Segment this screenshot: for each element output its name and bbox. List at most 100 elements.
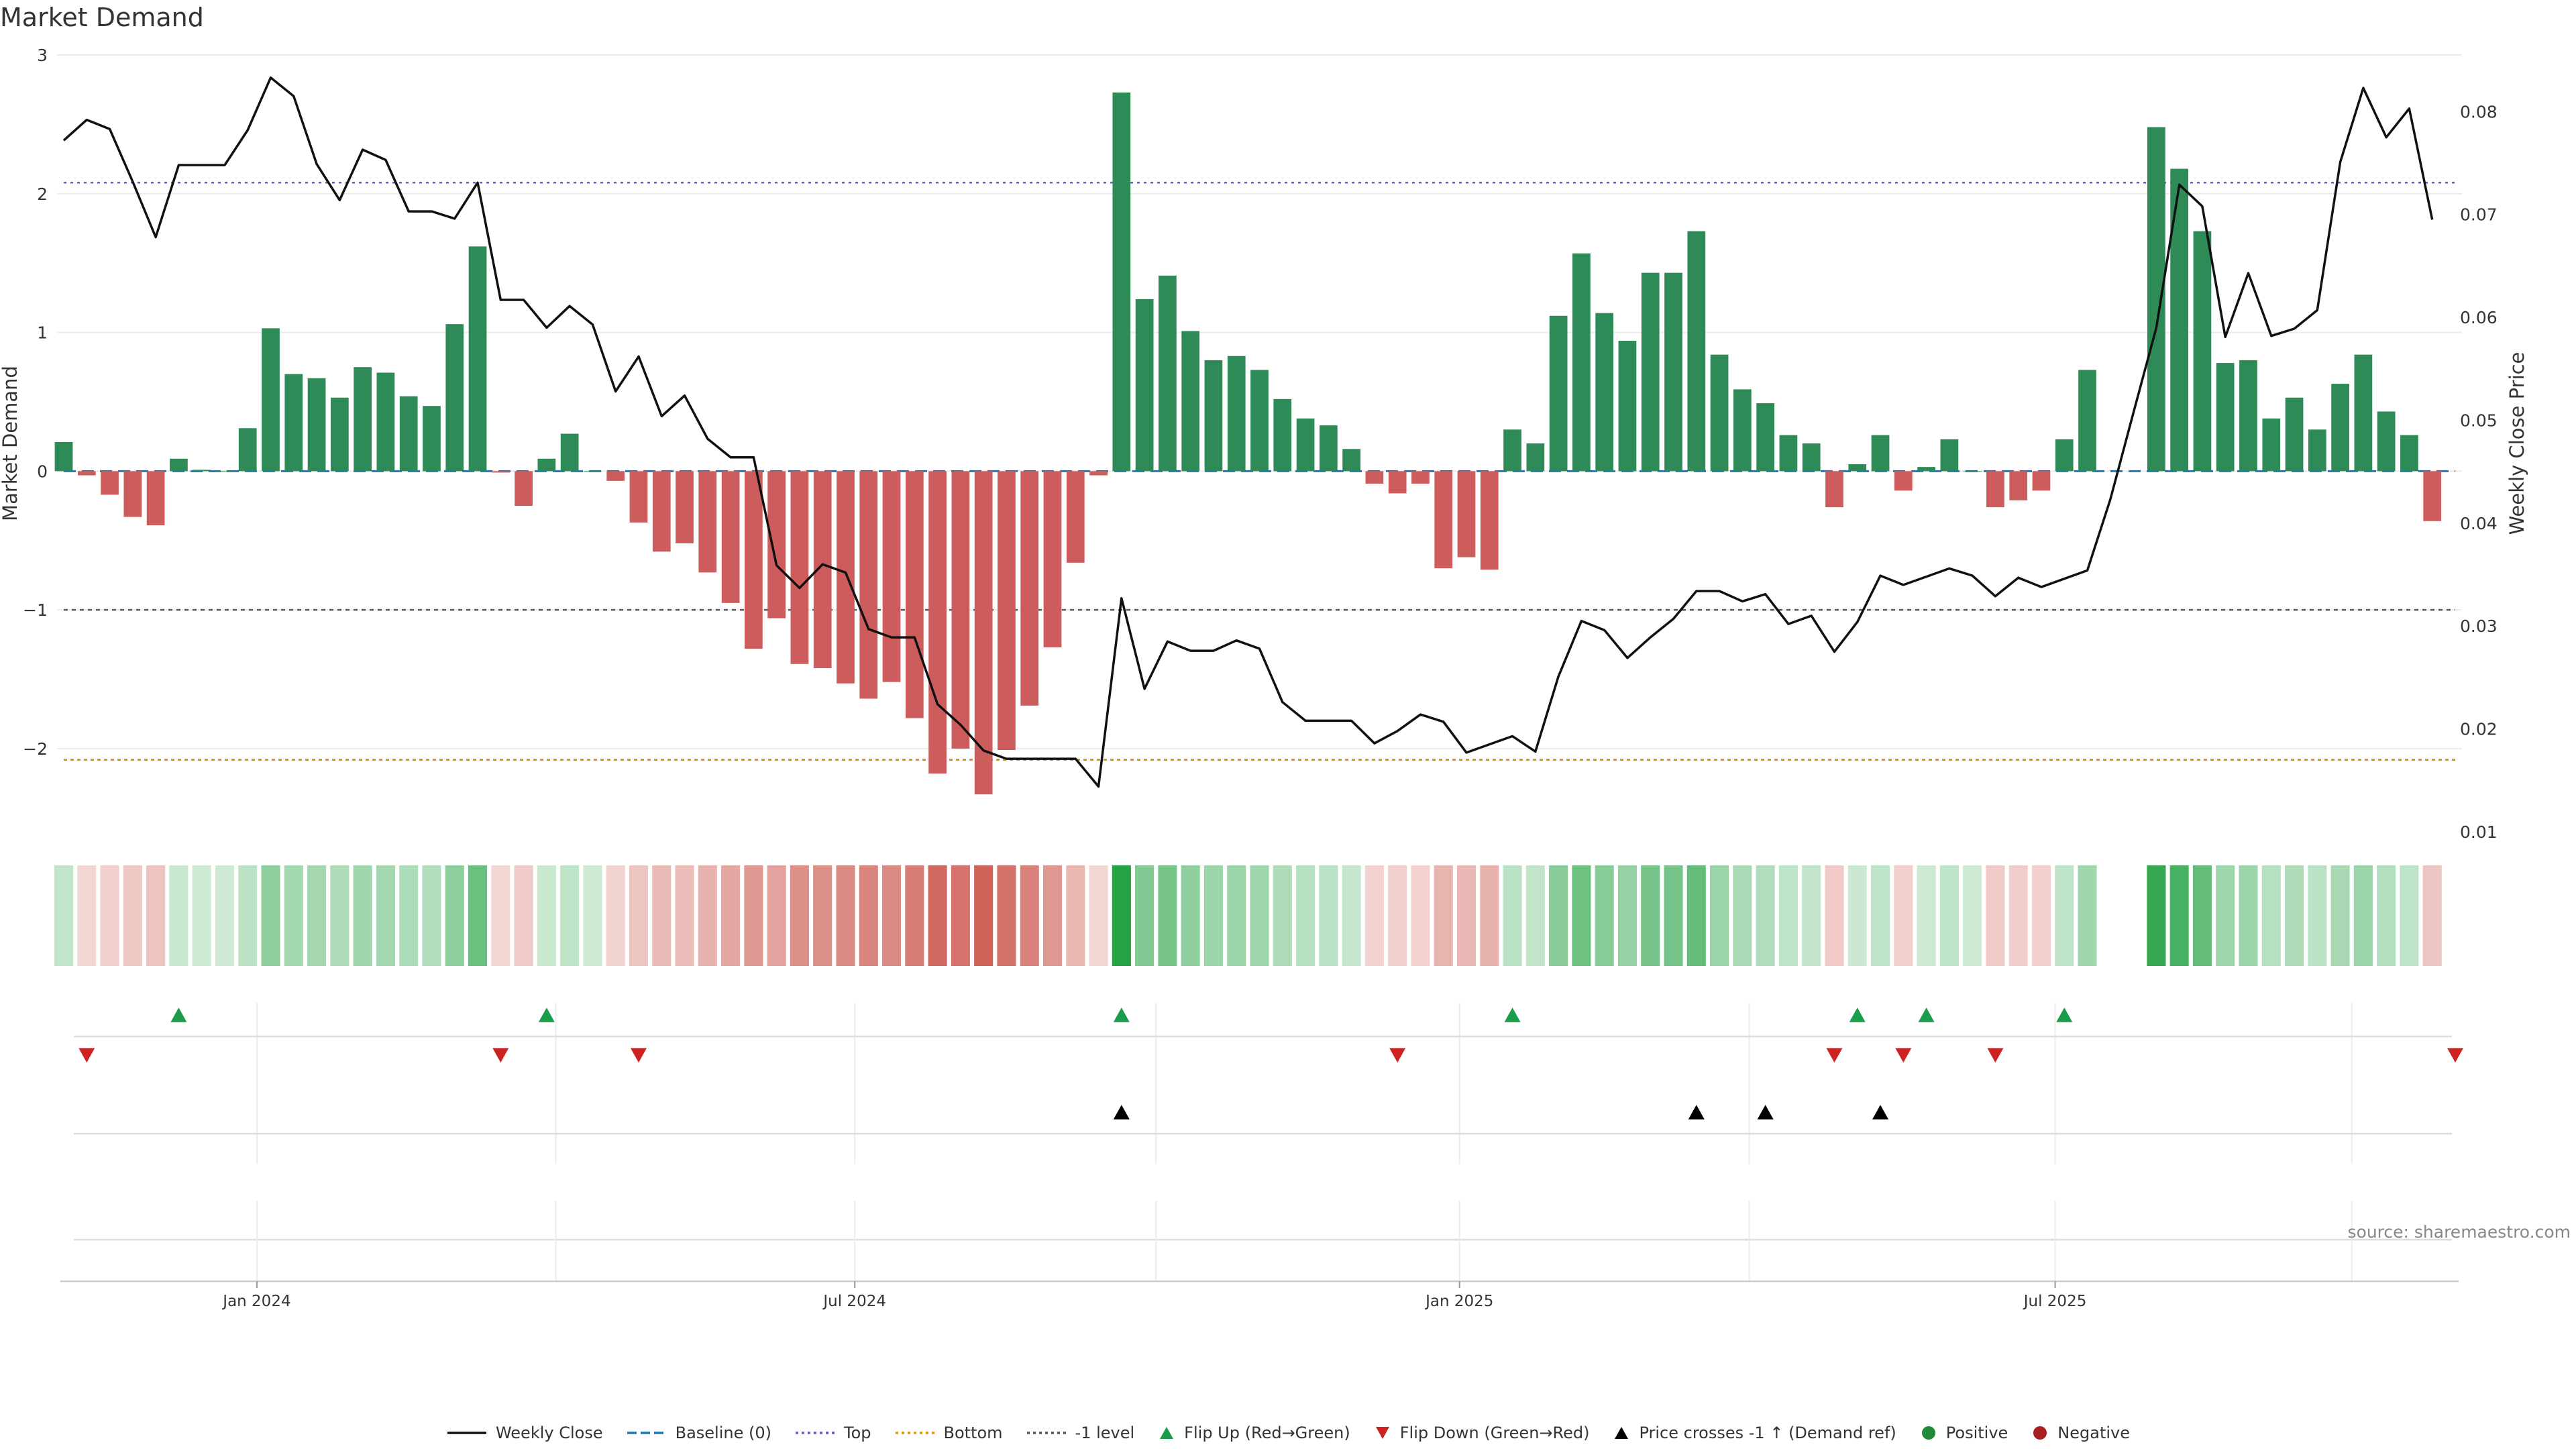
dotted-line-icon <box>1026 1432 1066 1434</box>
demand-bar <box>2423 471 2442 521</box>
legend-item: Flip Down (Green→Red) <box>1373 1424 1589 1442</box>
flip-down-marker <box>1895 1048 1912 1063</box>
demand-bar <box>951 471 970 749</box>
intensity-cell <box>859 865 878 966</box>
intensity-cell <box>2422 865 2442 966</box>
demand-bar <box>1825 471 1843 508</box>
demand-bar <box>767 471 786 619</box>
intensity-cell <box>468 865 488 966</box>
demand-bar <box>1112 92 1131 472</box>
solid-line-icon <box>447 1432 486 1434</box>
intensity-cell <box>1686 865 1706 966</box>
intensity-cell <box>491 865 511 966</box>
intensity-cell <box>399 865 419 966</box>
demand-bar <box>652 471 671 552</box>
intensity-cell <box>1894 865 1913 966</box>
intensity-cell <box>445 865 464 966</box>
legend-label: Baseline (0) <box>675 1424 771 1442</box>
intensity-cell <box>606 865 625 966</box>
demand-bar <box>77 471 96 476</box>
flip-up-marker <box>170 1008 187 1022</box>
price-cross-marker <box>1113 1105 1130 1120</box>
legend-label: Weekly Close <box>495 1424 603 1442</box>
demand-bar <box>1089 471 1108 476</box>
intensity-cell <box>1595 865 1614 966</box>
dotted-line-icon <box>895 1432 934 1434</box>
intensity-cell <box>1641 865 1660 966</box>
legend-label: -1 level <box>1075 1424 1135 1442</box>
intensity-cell <box>1549 865 1568 966</box>
intensity-cell <box>2216 865 2235 966</box>
demand-bar <box>2239 360 2257 472</box>
intensity-cell <box>629 865 649 966</box>
flip-down-marker <box>78 1048 95 1063</box>
demand-bar <box>1159 275 1177 472</box>
intensity-cell <box>330 865 350 966</box>
demand-bar <box>515 471 533 506</box>
price-cross-marker <box>1872 1105 1889 1120</box>
weekly-close-line <box>62 76 2434 788</box>
demand-bar <box>170 458 188 472</box>
demand-bar <box>629 471 648 523</box>
demand-bar <box>2170 168 2189 472</box>
demand-bar <box>146 471 165 526</box>
triangle-up-icon <box>1615 1427 1629 1439</box>
intensity-cell <box>77 865 97 966</box>
demand-bar <box>2400 435 2418 472</box>
intensity-cell <box>1181 865 1200 966</box>
legend-label: Positive <box>1945 1424 2008 1442</box>
axes: 3 2 1 0 −1 −2 Market Demand 0.08 0.07 0.06 0.05 0.0… <box>0 46 2528 842</box>
intensity-cell <box>261 865 280 966</box>
intensity-cell <box>744 865 763 966</box>
demand-bar <box>1296 418 1315 472</box>
intensity-cell <box>1802 865 1821 966</box>
intensity-cell <box>928 865 947 966</box>
intensity-cell <box>1342 865 1361 966</box>
intensity-cell <box>2169 865 2189 966</box>
demand-bar <box>307 378 326 472</box>
legend-item: Top <box>794 1424 871 1442</box>
triangle-down-icon <box>1375 1427 1389 1439</box>
y-tick-label: 3 <box>37 46 48 65</box>
demand-bar <box>1572 253 1591 472</box>
demand-bar <box>262 328 280 472</box>
intensity-cell <box>2147 865 2166 966</box>
intensity-cell <box>2261 865 2281 966</box>
flip-up-marker <box>1849 1008 1866 1022</box>
demand-bar <box>1181 331 1200 472</box>
demand-bar <box>2308 429 2326 472</box>
intensity-cell <box>813 865 833 966</box>
demand-bar <box>215 471 234 472</box>
demand-bar <box>2377 411 2396 472</box>
flip-up-marker <box>1504 1008 1521 1022</box>
demand-bar <box>2262 418 2281 472</box>
intensity-cell <box>284 865 303 966</box>
intensity-cell <box>951 865 970 966</box>
y-right-tick-label: 0.01 <box>2460 822 2498 842</box>
intensity-cell <box>376 865 395 966</box>
intensity-cell <box>721 865 741 966</box>
demand-bar <box>1871 435 1890 472</box>
intensity-cell <box>1617 865 1638 966</box>
demand-bar <box>238 428 257 472</box>
intensity-cell <box>905 865 924 966</box>
intensity-cell <box>974 865 994 966</box>
demand-bar <box>882 471 901 682</box>
demand-bar <box>491 471 510 473</box>
demand-bar <box>1687 231 1706 472</box>
price-cross-marker <box>1688 1105 1705 1120</box>
demand-bar <box>2147 127 2165 472</box>
y-right-tick-label: 0.07 <box>2460 205 2498 225</box>
y-tick-label: 0 <box>37 462 48 481</box>
legend-item: Flip Up (Red→Green) <box>1157 1424 1350 1442</box>
demand-bar <box>1756 403 1775 472</box>
intensity-cell <box>1825 865 1844 966</box>
intensity-cell <box>652 865 672 966</box>
demand-bar <box>698 471 717 573</box>
intensity-cell <box>1112 865 1131 966</box>
y-right-axis-label: Weekly Close Price <box>2506 352 2528 535</box>
demand-bar <box>2354 354 2373 472</box>
legend-item: Positive <box>1919 1424 2008 1442</box>
y-right-tick-label: 0.05 <box>2460 411 2498 430</box>
